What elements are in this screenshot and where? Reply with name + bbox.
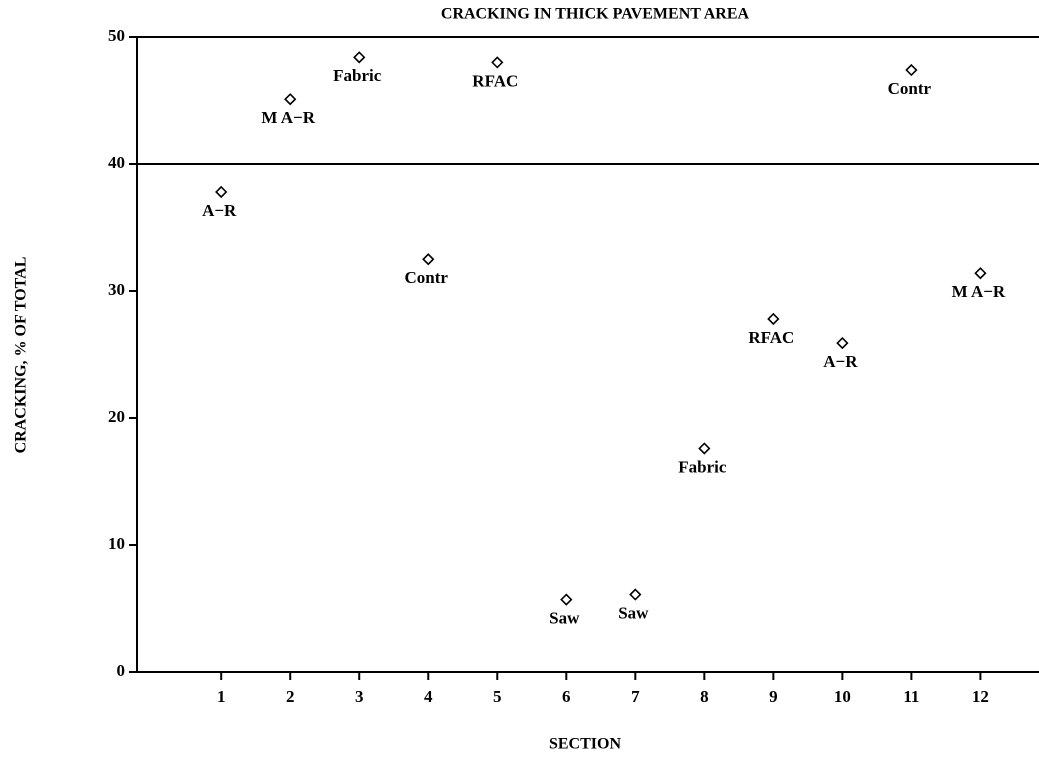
point-label: Saw [618, 603, 649, 622]
x-tick-label: 5 [493, 687, 502, 706]
x-tick-label: 11 [903, 687, 919, 706]
marker [905, 63, 918, 77]
marker [698, 442, 711, 455]
chart-title: CRACKING IN THICK PAVEMENT AREA [441, 6, 750, 23]
y-tick-label: 30 [108, 280, 125, 299]
y-tick-label: 0 [117, 661, 126, 680]
point-label: Contr [405, 268, 449, 287]
x-tick-label: 10 [834, 687, 851, 706]
point-label: Contr [888, 79, 932, 98]
marker [491, 56, 504, 69]
x-tick-label: 4 [424, 687, 433, 706]
y-tick-label: 20 [108, 407, 125, 426]
marker [836, 336, 849, 350]
marker [560, 593, 573, 606]
x-tick-label: 9 [769, 687, 778, 706]
point-label: Saw [549, 609, 580, 628]
x-tick-label: 1 [217, 687, 226, 706]
y-tick-label: 10 [108, 534, 125, 553]
x-tick-label: 8 [700, 687, 709, 706]
x-tick-label: 12 [972, 687, 989, 706]
x-tick-label: 6 [562, 687, 571, 706]
x-tick-label: 2 [286, 687, 295, 706]
marker [284, 93, 297, 106]
marker [629, 588, 642, 601]
x-axis-label: SECTION [549, 736, 621, 753]
x-tick-label: 3 [355, 687, 364, 706]
point-label: RFAC [472, 71, 518, 90]
marker [767, 312, 780, 326]
y-axis-label: CRACKING, % OF TOTAL [13, 257, 30, 454]
point-label: M A−R [261, 108, 315, 127]
point-label: M A−R [952, 282, 1006, 301]
y-tick-label: 50 [108, 26, 125, 45]
y-tick-label: 40 [108, 153, 125, 172]
point-label: RFAC [748, 328, 794, 347]
marker [422, 253, 435, 266]
point-label: Fabric [678, 457, 727, 476]
x-tick-label: 7 [631, 687, 640, 706]
marker [974, 267, 987, 280]
point-label: Fabric [333, 66, 382, 85]
point-label: A−R [823, 352, 858, 371]
marker [353, 51, 366, 64]
point-label: A−R [202, 201, 237, 220]
marker [215, 185, 228, 199]
